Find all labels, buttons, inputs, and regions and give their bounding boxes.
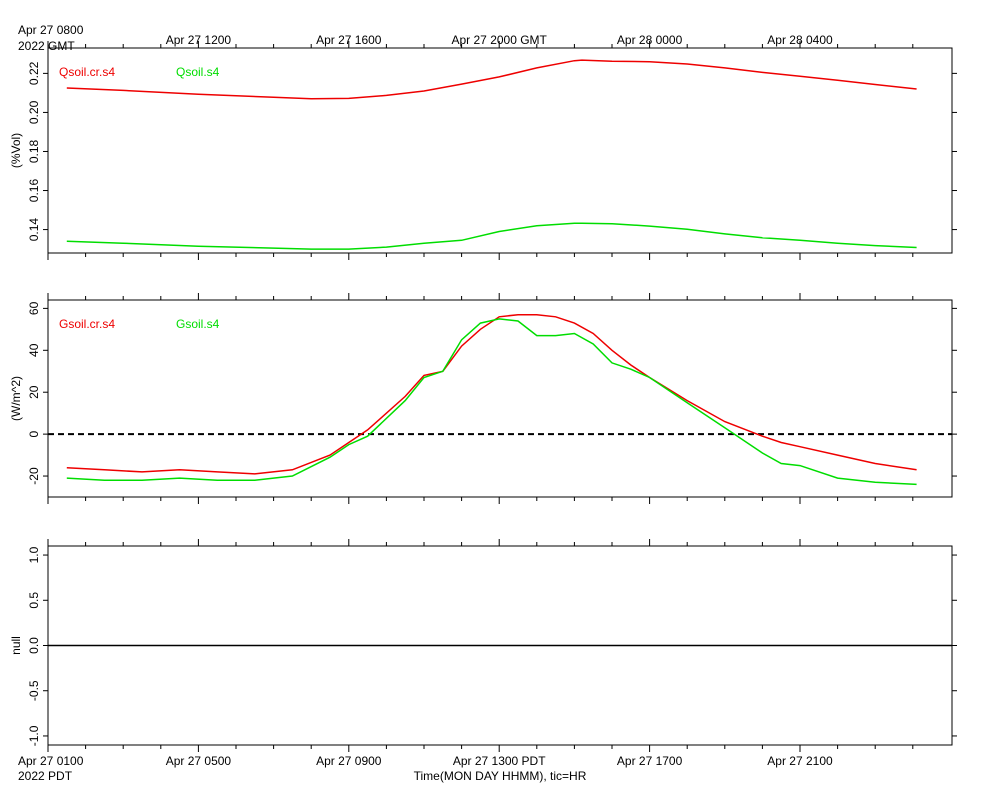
y-tick-label: 0.20 bbox=[27, 100, 41, 124]
bottom-tick-label: Apr 27 2100 bbox=[767, 754, 833, 768]
legend-entry: Gsoil.s4 bbox=[176, 317, 220, 331]
legend-entry: Qsoil.s4 bbox=[176, 65, 220, 79]
panel-frame bbox=[47, 47, 953, 254]
bottom-tick-label: Apr 27 0900 bbox=[316, 754, 382, 768]
top-tick-label: Apr 27 1200 bbox=[166, 33, 232, 47]
y-tick-label: -0.5 bbox=[27, 680, 41, 701]
top-year-label: 2022 GMT bbox=[18, 39, 75, 53]
legend-entry: Gsoil.cr.s4 bbox=[59, 317, 115, 331]
top-tick-label: Apr 27 1600 bbox=[316, 33, 382, 47]
y-tick-label: 0.14 bbox=[27, 218, 41, 242]
y-tick-label: 0.5 bbox=[27, 592, 41, 609]
y-tick-label: 40 bbox=[27, 343, 41, 357]
legend-entry: Qsoil.cr.s4 bbox=[59, 65, 115, 79]
top-tick-label: Apr 28 0000 bbox=[617, 33, 683, 47]
top-tick-label: Apr 27 0800 bbox=[18, 23, 84, 37]
series-line-Qsoil.s4 bbox=[66, 222, 917, 250]
y-axis-label: null bbox=[9, 636, 23, 655]
y-tick-label: 60 bbox=[27, 301, 41, 315]
top-tick-label: Apr 28 0400 bbox=[767, 33, 833, 47]
y-axis-label: (%Vol) bbox=[9, 133, 23, 168]
top-tick-label: Apr 27 2000 GMT bbox=[452, 33, 548, 47]
series-line-Gsoil.s4 bbox=[66, 318, 917, 486]
panel-frame bbox=[47, 299, 953, 498]
series-line-Qsoil.cr.s4 bbox=[66, 59, 917, 100]
bottom-tick-label: Apr 27 0100 bbox=[18, 754, 84, 768]
series-line-Gsoil.cr.s4 bbox=[66, 313, 917, 475]
y-tick-label: 0.22 bbox=[27, 61, 41, 85]
y-tick-label: -20 bbox=[27, 467, 41, 485]
y-tick-label: 1.0 bbox=[27, 546, 41, 563]
bottom-tick-label: Apr 27 1700 bbox=[617, 754, 683, 768]
y-axis-label: (W/m^2) bbox=[9, 376, 23, 421]
bottom-tick-label: Apr 27 1300 PDT bbox=[453, 754, 546, 768]
y-tick-label: 0.18 bbox=[27, 139, 41, 163]
bottom-year-label: 2022 PDT bbox=[18, 769, 73, 783]
y-tick-label: 0 bbox=[27, 430, 41, 437]
y-tick-label: 20 bbox=[27, 385, 41, 399]
y-tick-label: 0.16 bbox=[27, 179, 41, 203]
y-tick-label: 0.0 bbox=[27, 637, 41, 654]
y-tick-label: -1.0 bbox=[27, 725, 41, 746]
bottom-tick-label: Apr 27 0500 bbox=[166, 754, 232, 768]
x-axis-label: Time(MON DAY HHMM), tic=HR bbox=[414, 769, 587, 783]
